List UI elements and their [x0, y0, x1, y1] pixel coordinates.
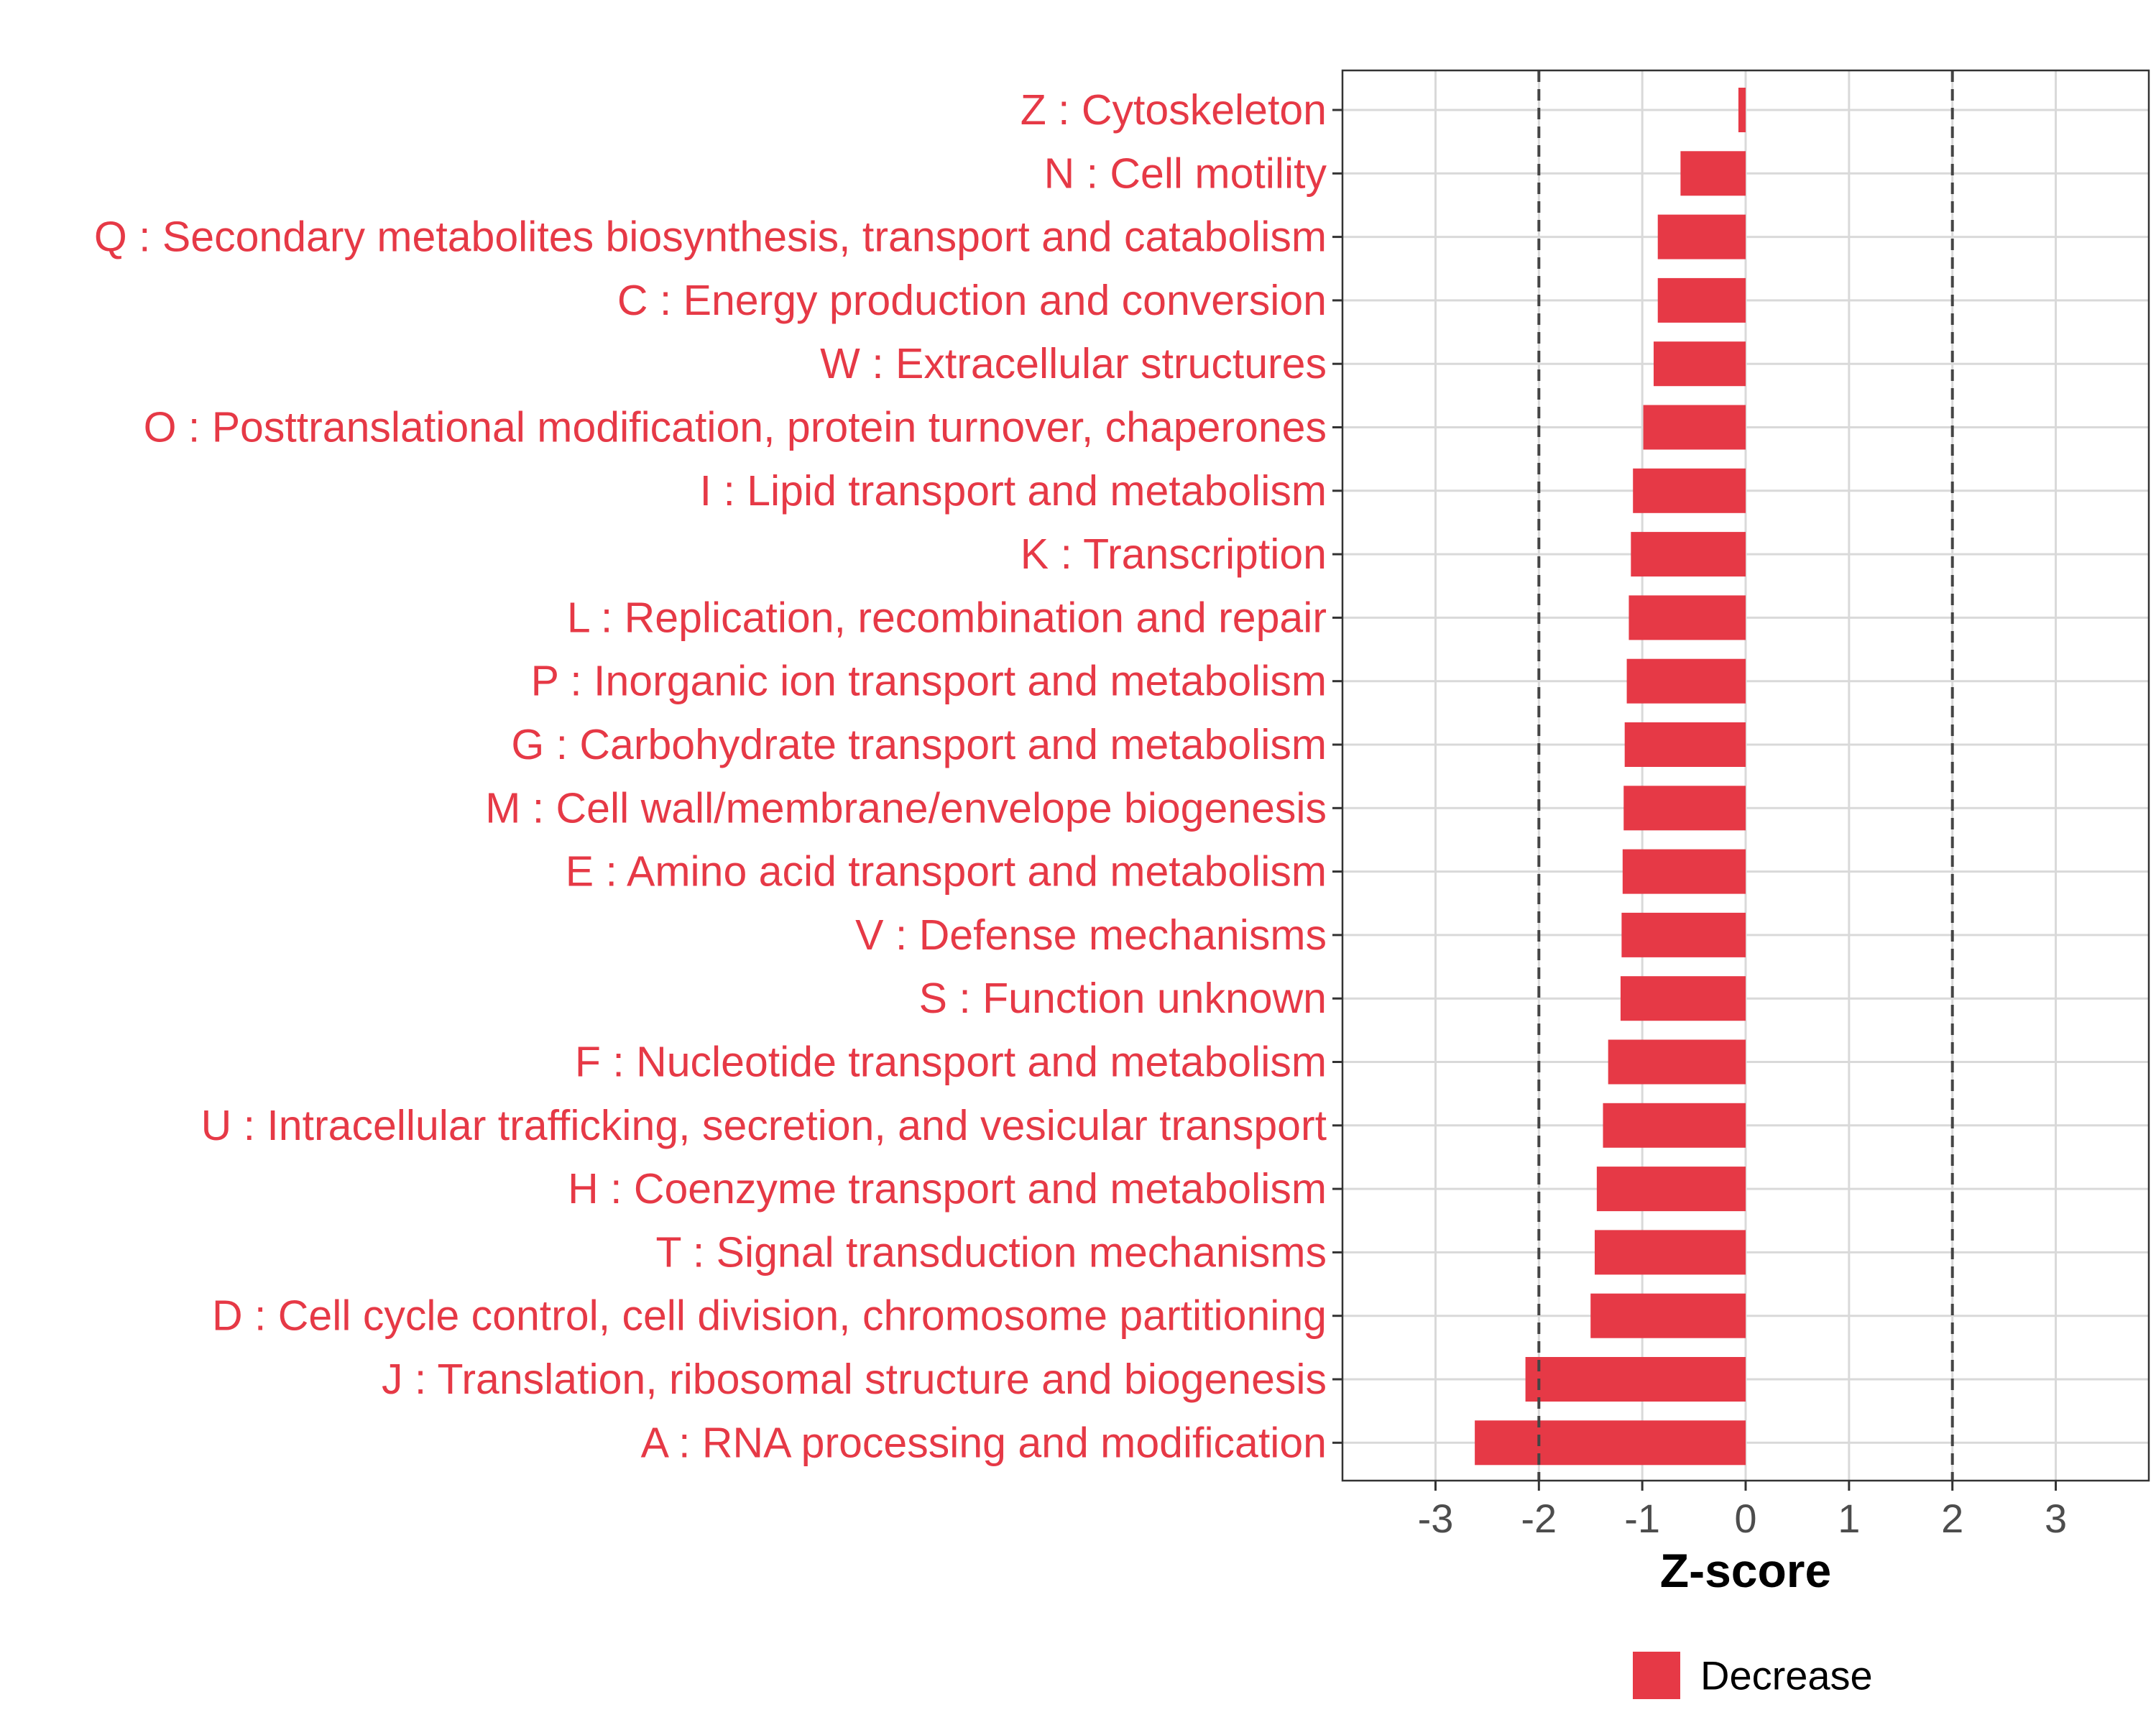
- bar: [1643, 405, 1746, 450]
- category-label: Q : Secondary metabolites biosynthesis, …: [94, 213, 1327, 261]
- bar: [1623, 786, 1746, 831]
- category-label: G : Carbohydrate transport and metabolis…: [511, 721, 1327, 768]
- bar: [1622, 849, 1746, 894]
- category-label: Z : Cytoskeleton: [1021, 86, 1327, 134]
- legend: Decrease: [1633, 1652, 1873, 1699]
- category-label: H : Coenzyme transport and metabolism: [568, 1165, 1327, 1213]
- category-label: I : Lipid transport and metabolism: [700, 467, 1327, 515]
- x-tick-label: -1: [1624, 1496, 1660, 1541]
- x-tick-label: -3: [1418, 1496, 1454, 1541]
- x-tick-label: 0: [1734, 1496, 1756, 1541]
- category-label: C : Energy production and conversion: [617, 277, 1327, 324]
- reference-lines: [1537, 70, 1954, 1481]
- legend-key-decrease: [1633, 1652, 1680, 1699]
- category-label: J : Translation, ribosomal structure and…: [382, 1356, 1327, 1403]
- category-label: P : Inorganic ion transport and metaboli…: [531, 658, 1327, 705]
- bar: [1653, 341, 1746, 387]
- category-label: L : Replication, recombination and repai…: [567, 594, 1327, 641]
- bar: [1626, 658, 1746, 704]
- category-label: O : Posttranslational modification, prot…: [144, 404, 1327, 451]
- bar: [1620, 976, 1746, 1021]
- category-label: N : Cell motility: [1044, 150, 1327, 197]
- bar: [1628, 595, 1746, 640]
- category-label: T : Signal transduction mechanisms: [655, 1228, 1327, 1276]
- category-label: F : Nucleotide transport and metabolism: [575, 1039, 1327, 1086]
- bar: [1603, 1103, 1746, 1148]
- category-label: E : Amino acid transport and metabolism: [566, 848, 1327, 896]
- bar: [1608, 1039, 1746, 1085]
- x-tick-label: -2: [1521, 1496, 1557, 1541]
- bar: [1631, 532, 1746, 577]
- legend-label-decrease: Decrease: [1700, 1653, 1873, 1698]
- bars-layer: [1475, 88, 1746, 1466]
- category-label: W : Extracellular structures: [820, 340, 1327, 387]
- bar: [1738, 88, 1746, 132]
- category-label: V : Defense mechanisms: [855, 911, 1327, 959]
- y-axis-ticks: [1332, 109, 1342, 1444]
- bar: [1680, 151, 1746, 196]
- category-label: U : Intracellular trafficking, secretion…: [201, 1102, 1327, 1149]
- x-tick-label: 2: [1941, 1496, 1963, 1541]
- category-label: M : Cell wall/membrane/envelope biogenes…: [485, 784, 1327, 832]
- bar: [1624, 722, 1746, 767]
- bar: [1657, 277, 1746, 323]
- category-label: K : Transcription: [1021, 530, 1327, 578]
- bar: [1633, 468, 1746, 513]
- category-labels: Z : Cytoskeleton N : Cell motility Q : Sec…: [94, 86, 1327, 1466]
- x-axis-title: Z-score: [1660, 1544, 1831, 1597]
- bar: [1475, 1420, 1746, 1466]
- bar: [1525, 1357, 1746, 1402]
- bar: [1590, 1293, 1746, 1338]
- bar: [1621, 912, 1746, 957]
- category-label: D : Cell cycle control, cell division, c…: [212, 1292, 1327, 1340]
- bar: [1657, 214, 1746, 259]
- category-label: A : RNA processing and modification: [641, 1419, 1327, 1466]
- bar: [1594, 1230, 1746, 1275]
- x-tick-label: 1: [1838, 1496, 1860, 1541]
- x-tick-label: 3: [2045, 1496, 2067, 1541]
- category-label: S : Function unknown: [919, 975, 1327, 1022]
- x-axis-ticks: -3 -2 -1 0 1 2 3: [1418, 1481, 2067, 1541]
- bar: [1596, 1167, 1746, 1212]
